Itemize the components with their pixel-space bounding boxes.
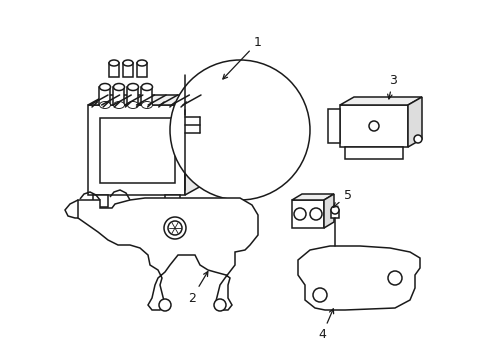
Polygon shape [93, 195, 108, 207]
Ellipse shape [99, 84, 110, 90]
Circle shape [159, 299, 171, 311]
Ellipse shape [127, 84, 138, 90]
Circle shape [330, 206, 338, 214]
Polygon shape [407, 97, 421, 147]
Ellipse shape [141, 102, 152, 108]
Ellipse shape [109, 60, 119, 66]
Polygon shape [297, 246, 419, 310]
Bar [330, 210, 338, 218]
Circle shape [309, 208, 321, 220]
Ellipse shape [137, 60, 147, 66]
Bar [113, 87, 124, 105]
Ellipse shape [141, 84, 152, 90]
Ellipse shape [99, 102, 110, 108]
Bar [99, 87, 110, 105]
Circle shape [170, 60, 309, 200]
Bar [123, 63, 133, 77]
Ellipse shape [113, 102, 124, 108]
Polygon shape [291, 194, 333, 200]
Ellipse shape [113, 84, 124, 90]
Ellipse shape [123, 60, 133, 66]
Circle shape [312, 288, 326, 302]
Polygon shape [345, 147, 402, 159]
Polygon shape [88, 105, 184, 195]
Circle shape [387, 271, 401, 285]
Polygon shape [339, 97, 421, 105]
Bar [109, 63, 119, 77]
Polygon shape [324, 194, 333, 228]
Circle shape [214, 299, 225, 311]
Polygon shape [88, 95, 203, 105]
Polygon shape [339, 105, 407, 147]
Polygon shape [78, 198, 258, 310]
Text: 5: 5 [332, 189, 351, 207]
Circle shape [368, 121, 378, 131]
Text: 2: 2 [188, 271, 207, 305]
Text: 1: 1 [223, 36, 262, 79]
Circle shape [293, 208, 305, 220]
Bar [127, 87, 138, 105]
Circle shape [168, 221, 182, 235]
Polygon shape [164, 195, 180, 207]
Circle shape [163, 217, 185, 239]
Polygon shape [184, 95, 203, 195]
Circle shape [413, 135, 421, 143]
Polygon shape [291, 200, 324, 228]
Bar [137, 63, 147, 77]
Text: 3: 3 [387, 73, 396, 99]
Polygon shape [327, 109, 339, 143]
Bar [141, 87, 152, 105]
Polygon shape [100, 118, 175, 183]
Text: 4: 4 [317, 309, 333, 342]
Ellipse shape [127, 102, 138, 108]
